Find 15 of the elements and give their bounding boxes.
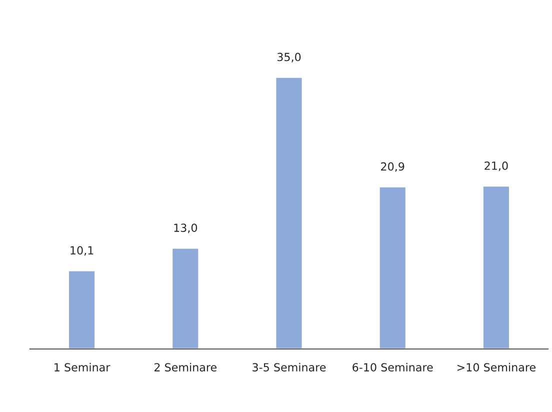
x-tick-label: 3-5 Seminare — [252, 362, 326, 372]
x-tick-label: 6-10 Seminare — [352, 362, 433, 372]
bar — [171, 247, 200, 349]
x-tick-label: 2 Seminare — [154, 362, 217, 372]
data-label: 10,1 — [70, 246, 94, 256]
x-tick-label: >10 Seminare — [457, 362, 536, 372]
bar — [274, 76, 304, 349]
bar — [68, 270, 96, 349]
data-label: 13,0 — [174, 224, 198, 234]
x-tick-label: 1 Seminar — [54, 362, 110, 372]
data-label: 35,0 — [277, 52, 301, 62]
bar — [482, 185, 510, 349]
data-label: 21,0 — [484, 161, 508, 172]
data-label: 20,9 — [381, 162, 404, 172]
bar — [378, 186, 407, 349]
